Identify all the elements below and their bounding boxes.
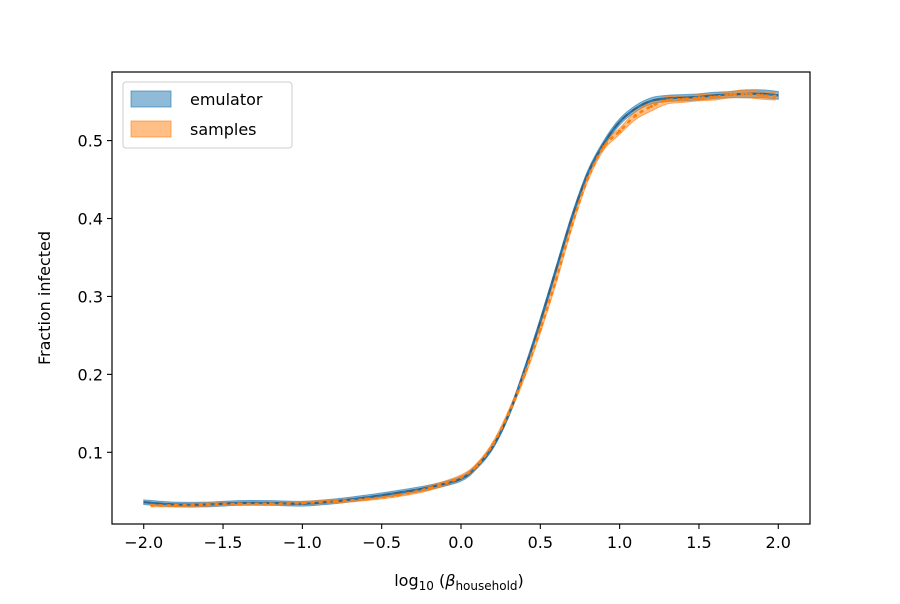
legend-label-samples: samples (190, 120, 257, 139)
data-point-samples (602, 145, 605, 148)
x-tick-label: −1.0 (283, 533, 322, 552)
y-axis-label: Fraction infected (35, 231, 54, 365)
x-axis-label-symbol: β (444, 571, 455, 590)
data-point-samples (150, 504, 153, 507)
data-point-samples (586, 176, 589, 179)
data-point-samples (475, 464, 478, 467)
data-point-samples (428, 487, 431, 490)
data-point-samples (555, 278, 558, 281)
data-point-samples (269, 502, 272, 505)
data-point-samples (666, 98, 669, 101)
data-point-samples (570, 223, 573, 226)
data-point-samples (491, 443, 494, 446)
data-point-samples (713, 95, 716, 98)
x-tick-label: −0.5 (362, 533, 401, 552)
legend-label-emulator: emulator (190, 90, 263, 109)
x-axis-label-symbol-subscript: household (455, 579, 517, 593)
y-tick-label: 0.3 (78, 287, 103, 306)
data-point-samples (364, 497, 367, 500)
x-tick-label: 2.0 (766, 533, 791, 552)
x-axis-label-close: ) (518, 571, 524, 590)
data-point-samples (618, 130, 621, 133)
y-tick-label: 0.1 (78, 443, 103, 462)
x-tick-label: 0.5 (528, 533, 553, 552)
legend: emulator samples (123, 82, 292, 148)
data-point-samples (681, 98, 684, 101)
x-axis-label-subscript: 10 (419, 579, 434, 593)
data-point-samples (774, 95, 777, 98)
x-tick-label: 1.0 (607, 533, 632, 552)
data-point-samples (697, 96, 700, 99)
y-tick-label: 0.4 (78, 210, 103, 229)
data-point-samples (459, 476, 462, 479)
legend-swatch-samples (131, 121, 171, 137)
data-point-samples (650, 105, 653, 108)
data-point-samples (745, 92, 748, 95)
data-point-samples (634, 114, 637, 117)
data-point-samples (539, 328, 542, 331)
y-tick-label: 0.5 (78, 132, 103, 151)
data-point-samples (206, 503, 209, 506)
x-tick-label: −1.5 (204, 533, 243, 552)
data-point-samples (729, 93, 732, 96)
x-tick-label: −2.0 (124, 533, 163, 552)
legend-swatch-emulator (131, 91, 171, 107)
data-point-samples (332, 500, 335, 503)
data-point-samples (761, 94, 764, 97)
data-point-samples (237, 502, 240, 505)
x-axis-label-prefix: log (394, 571, 418, 590)
y-tick-label: 0.2 (78, 365, 103, 384)
data-point-samples (174, 504, 177, 507)
x-axis-label-open: ( (434, 571, 445, 590)
x-tick-label: 1.5 (686, 533, 711, 552)
data-point-samples (523, 373, 526, 376)
data-point-samples (507, 412, 510, 415)
data-point-samples (396, 494, 399, 497)
data-point-samples (301, 501, 304, 504)
x-tick-label: 0.0 (448, 533, 473, 552)
